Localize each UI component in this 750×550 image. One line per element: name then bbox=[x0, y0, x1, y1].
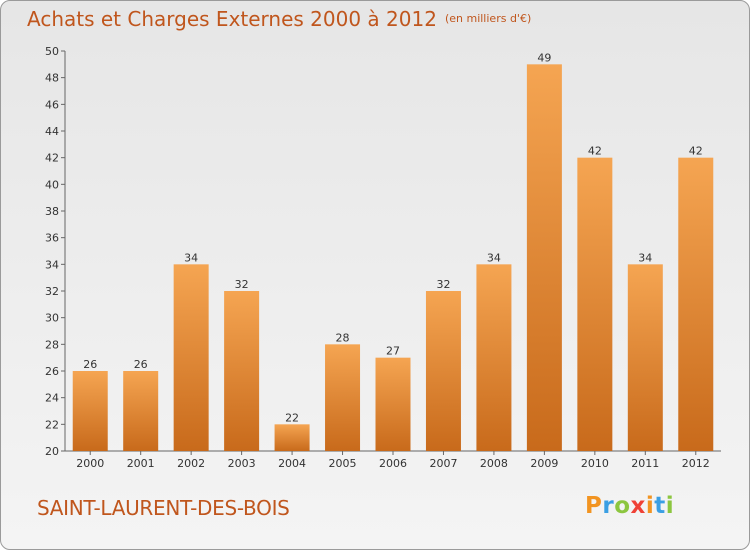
y-tick-label: 20 bbox=[45, 445, 59, 458]
bar bbox=[526, 64, 562, 452]
x-tick-label: 2003 bbox=[228, 457, 256, 470]
bar-value-label: 26 bbox=[83, 358, 97, 371]
bar bbox=[224, 291, 260, 451]
bar-value-label: 34 bbox=[487, 251, 501, 264]
logo-letter: P bbox=[585, 493, 603, 519]
x-tick-label: 2005 bbox=[329, 457, 357, 470]
y-tick-label: 34 bbox=[45, 258, 59, 271]
bar-value-label: 32 bbox=[436, 278, 450, 291]
bar bbox=[274, 424, 310, 451]
x-tick-label: 2011 bbox=[631, 457, 659, 470]
x-tick-label: 2012 bbox=[682, 457, 710, 470]
proxiti-logo: Proxiti bbox=[585, 493, 674, 519]
x-tick-label: 2000 bbox=[76, 457, 104, 470]
bar bbox=[72, 371, 108, 451]
logo-letter: r bbox=[602, 493, 615, 519]
y-tick-label: 38 bbox=[45, 205, 59, 218]
bar bbox=[375, 357, 411, 451]
x-tick-label: 2009 bbox=[530, 457, 558, 470]
y-tick-label: 46 bbox=[45, 98, 59, 111]
y-tick-label: 40 bbox=[45, 178, 59, 191]
y-tick-label: 30 bbox=[45, 312, 59, 325]
bar-value-label: 28 bbox=[336, 331, 350, 344]
y-tick-label: 26 bbox=[45, 365, 59, 378]
y-tick-label: 24 bbox=[45, 392, 59, 405]
logo-letter: i bbox=[665, 493, 675, 519]
bar-value-label: 34 bbox=[184, 251, 198, 264]
bar-value-label: 49 bbox=[537, 51, 551, 64]
x-tick-label: 2002 bbox=[177, 457, 205, 470]
y-tick-label: 28 bbox=[45, 338, 59, 351]
bar-value-label: 42 bbox=[588, 145, 602, 158]
bar-value-label: 27 bbox=[386, 345, 400, 358]
logo-letter: i bbox=[645, 493, 655, 519]
y-tick-label: 48 bbox=[45, 72, 59, 85]
y-tick-label: 36 bbox=[45, 232, 59, 245]
bar bbox=[577, 157, 613, 451]
bar-value-label: 34 bbox=[638, 251, 652, 264]
bar bbox=[476, 264, 512, 451]
bar bbox=[173, 264, 209, 451]
bar-value-label: 26 bbox=[134, 358, 148, 371]
bar-value-label: 22 bbox=[285, 411, 299, 424]
bar bbox=[678, 157, 714, 451]
x-tick-label: 2004 bbox=[278, 457, 306, 470]
y-tick-label: 44 bbox=[45, 125, 59, 138]
logo-letter: t bbox=[654, 493, 666, 519]
chart-subtitle: (en milliers d'€) bbox=[444, 12, 532, 25]
commune-name: SAINT-LAURENT-DES-BOIS bbox=[37, 496, 290, 520]
chart-title: Achats et Charges Externes 2000 à 2012 (e… bbox=[27, 7, 531, 31]
logo-letter: x bbox=[630, 493, 646, 519]
bar bbox=[425, 291, 461, 451]
x-tick-label: 2007 bbox=[429, 457, 457, 470]
bar bbox=[325, 344, 361, 451]
y-tick-label: 42 bbox=[45, 152, 59, 165]
y-tick-label: 32 bbox=[45, 285, 59, 298]
y-tick-label: 50 bbox=[45, 45, 59, 58]
x-tick-label: 2008 bbox=[480, 457, 508, 470]
x-tick-label: 2010 bbox=[581, 457, 609, 470]
bar bbox=[627, 264, 663, 451]
bar-value-label: 32 bbox=[235, 278, 249, 291]
bar bbox=[123, 371, 159, 451]
y-tick-label: 22 bbox=[45, 418, 59, 431]
x-tick-label: 2006 bbox=[379, 457, 407, 470]
logo-letter: o bbox=[614, 493, 631, 519]
bar-value-label: 42 bbox=[689, 145, 703, 158]
chart-title-text: Achats et Charges Externes 2000 à 2012 bbox=[27, 7, 437, 31]
x-tick-label: 2001 bbox=[127, 457, 155, 470]
